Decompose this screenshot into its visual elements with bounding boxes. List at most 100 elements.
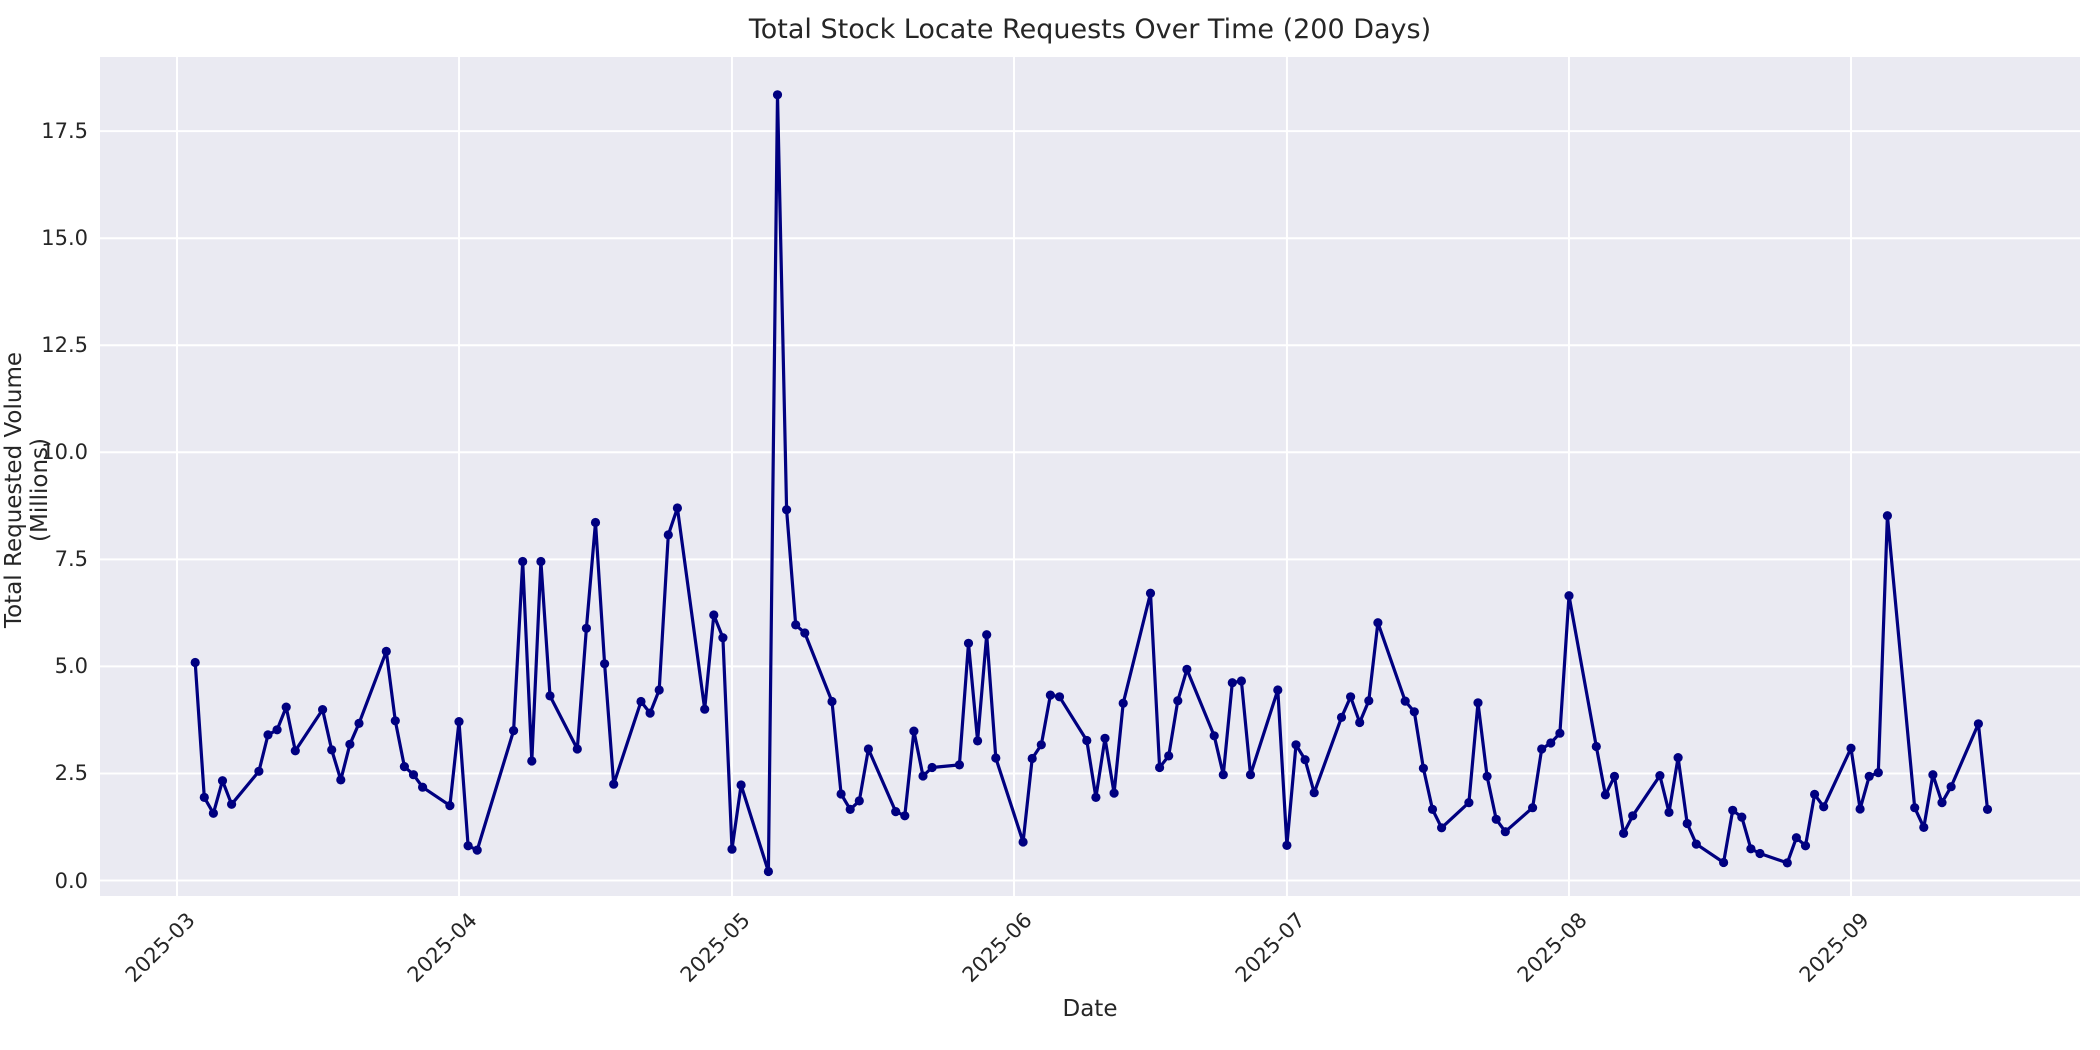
data-point (1791, 833, 1801, 843)
data-point (636, 696, 646, 707)
data-point (336, 775, 346, 785)
data-point (1873, 768, 1883, 778)
data-point (1973, 719, 1983, 729)
data-point (700, 704, 710, 714)
data-point (290, 746, 300, 756)
data-point (845, 804, 855, 815)
data-point (454, 717, 464, 727)
data-point (281, 702, 291, 712)
data-point (772, 90, 783, 100)
data-point (836, 789, 846, 799)
data-point (1427, 804, 1438, 815)
data-point (1746, 844, 1756, 854)
data-point (1018, 837, 1028, 847)
data-point (445, 801, 455, 811)
data-point (672, 503, 683, 513)
data-point (1546, 738, 1556, 748)
data-point (736, 780, 746, 790)
data-point (1609, 771, 1620, 782)
data-point (1155, 762, 1165, 773)
data-point (354, 718, 364, 729)
data-point (709, 610, 719, 620)
y-tick-label: 15.0 (41, 226, 88, 251)
data-point (1728, 805, 1738, 815)
data-point (1564, 591, 1574, 601)
data-point (318, 705, 328, 715)
data-point (1800, 841, 1811, 851)
data-point (609, 779, 619, 789)
data-point (1691, 839, 1701, 849)
data-point (1528, 803, 1538, 813)
data-point (1982, 804, 1993, 815)
y-tick-label: 0.0 (54, 868, 88, 893)
data-point (1282, 840, 1292, 851)
y-axis-label: Total Requested Volume (Millions) (1, 351, 53, 629)
data-point (1864, 771, 1874, 782)
data-point (217, 776, 228, 786)
data-point (1846, 743, 1856, 753)
data-point (854, 796, 864, 806)
data-point (390, 716, 400, 726)
data-point (1464, 798, 1474, 808)
data-point (1473, 698, 1483, 708)
data-point (1145, 588, 1156, 598)
data-point (982, 630, 992, 640)
y-tick-label: 5.0 (54, 654, 88, 679)
data-point (891, 807, 901, 817)
data-point (1910, 803, 1920, 813)
data-point (1027, 753, 1037, 764)
data-point (1409, 707, 1419, 717)
data-point (590, 517, 601, 528)
data-point (827, 696, 837, 707)
data-point (1946, 782, 1956, 792)
data-point (600, 659, 610, 669)
data-point (399, 762, 409, 772)
data-point (1209, 731, 1219, 741)
data-point (581, 623, 592, 633)
data-point (1109, 788, 1119, 798)
data-point (472, 845, 482, 855)
data-point (1164, 751, 1174, 761)
y-tick-label: 10.0 (41, 440, 88, 465)
data-point (1928, 770, 1938, 780)
data-point (1719, 857, 1729, 868)
data-point (508, 726, 519, 736)
data-point (1810, 789, 1820, 800)
data-point (1400, 696, 1410, 706)
data-point (791, 620, 801, 630)
data-point (918, 771, 928, 781)
data-point (1336, 712, 1347, 723)
data-point (1054, 692, 1065, 702)
data-point (1418, 763, 1428, 773)
data-point (1045, 690, 1055, 700)
data-point (763, 866, 774, 877)
data-point (1655, 771, 1665, 781)
data-point (1500, 827, 1510, 837)
data-point (800, 628, 810, 638)
data-point (909, 726, 919, 736)
data-point (1882, 511, 1892, 521)
data-point (991, 753, 1001, 763)
data-point (1091, 792, 1101, 803)
data-point (527, 756, 537, 766)
data-point (782, 505, 792, 515)
data-point (1491, 814, 1501, 824)
data-point (963, 638, 974, 648)
data-point (536, 556, 546, 567)
data-point (663, 530, 673, 540)
data-point (1173, 696, 1183, 706)
data-point (1100, 733, 1110, 743)
data-point (1755, 848, 1765, 859)
data-point (1373, 618, 1383, 628)
data-point (1737, 812, 1747, 822)
data-point (1664, 807, 1674, 818)
data-point (254, 766, 264, 776)
data-point (1782, 858, 1792, 868)
data-point (1118, 698, 1128, 708)
x-axis-label: Date (1062, 996, 1118, 1022)
data-point (1245, 770, 1256, 780)
data-point (572, 744, 582, 754)
data-point (227, 799, 237, 809)
data-point (1355, 717, 1365, 728)
